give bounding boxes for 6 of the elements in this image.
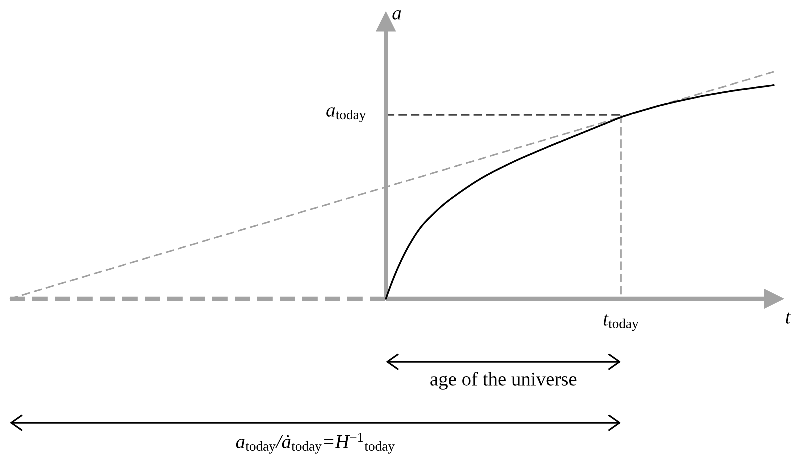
- text: age of the universe: [430, 372, 577, 390]
- text: a$_{today}$/ȧ$_{today}$=H$^{−1}$$_{today}$: [236, 433, 395, 454]
- text: t$_{today}$: [604, 314, 639, 332]
- series-label: a$_{today}$: [326, 108, 366, 122]
- y-axis-title: a: [392, 10, 402, 20]
- x-axis-title: t: [786, 312, 792, 324]
